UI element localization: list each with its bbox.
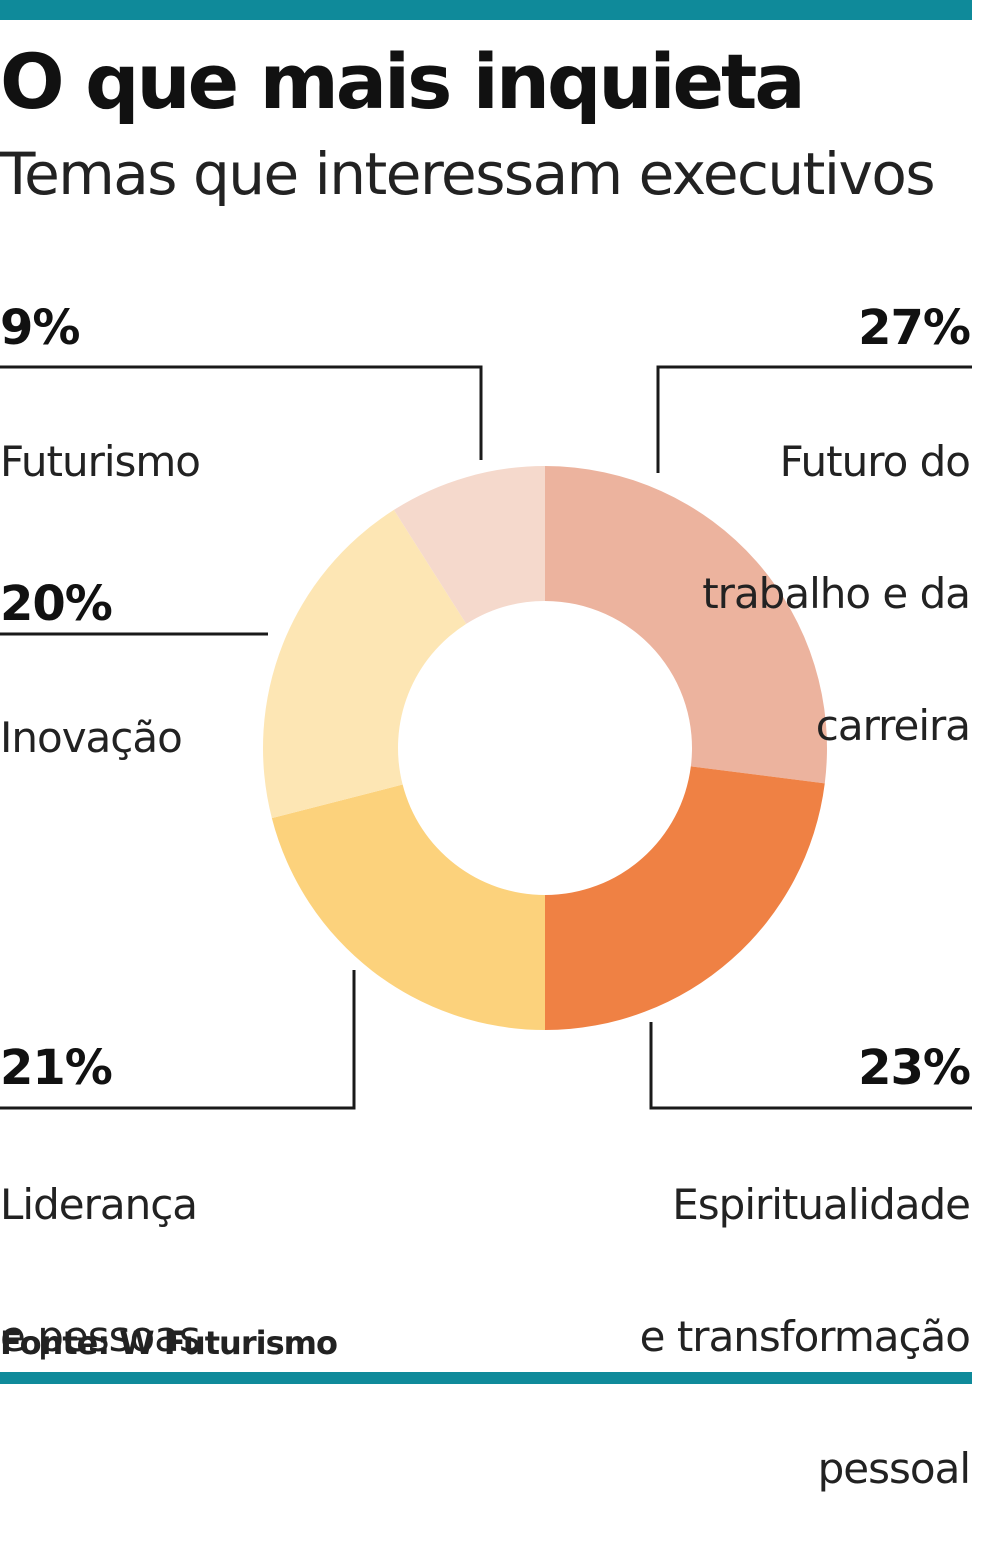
slice-futurismo xyxy=(393,466,545,624)
value-label-inovacao: 20% xyxy=(0,576,113,632)
leader-espiritualidade xyxy=(649,1022,972,1110)
category-label-futuro-line-3: carreira xyxy=(815,701,971,750)
category-label-futuro-do-trabalho: Futuro do trabalho e da carreira xyxy=(702,363,971,825)
category-label-futurismo-line: Futurismo xyxy=(0,437,201,486)
category-label-futuro-line-2: trabalho e da xyxy=(702,569,971,618)
leader-futuro-do-trabalho xyxy=(656,365,972,473)
top-rule xyxy=(0,0,972,20)
value-label-futuro-do-trabalho: 27% xyxy=(858,300,971,356)
category-label-futuro-line-1: Futuro do xyxy=(779,437,971,486)
category-label-lideranca-line-2: e pessoas xyxy=(0,1312,201,1361)
value-label-lideranca: 21% xyxy=(0,1040,113,1096)
slice-inovacao xyxy=(263,509,467,819)
category-label-inovacao-line: Inovação xyxy=(0,713,183,762)
category-label-espiritualidade-line-1: Espiritualidade xyxy=(672,1180,971,1229)
leader-lideranca xyxy=(0,970,356,1110)
category-label-futurismo: Futurismo xyxy=(0,363,201,561)
source-note: Fonte: W Futurismo xyxy=(0,1324,338,1362)
slice-futuro-do-trabalho xyxy=(545,466,828,784)
donut-chart xyxy=(0,365,972,1110)
value-label-futurismo: 9% xyxy=(0,300,80,356)
chart-subtitle: Temas que interessam executivos xyxy=(0,140,936,208)
slice-lideranca xyxy=(271,784,545,1030)
category-label-espiritualidade-line-3: pessoal xyxy=(817,1444,971,1493)
slice-espiritualidade xyxy=(545,766,825,1030)
category-label-espiritualidade-line-2: e transformação xyxy=(639,1312,971,1361)
category-label-inovacao: Inovação xyxy=(0,639,183,837)
bottom-rule xyxy=(0,1372,972,1384)
category-label-lideranca: Liderança e pessoas xyxy=(0,1106,201,1436)
leader-futurismo xyxy=(0,365,483,460)
chart-title: O que mais inquieta xyxy=(0,37,806,126)
value-label-espiritualidade: 23% xyxy=(858,1040,971,1096)
category-label-lideranca-line-1: Liderança xyxy=(0,1180,198,1229)
category-label-espiritualidade: Espiritualidade e transformação pessoal xyxy=(639,1106,971,1568)
